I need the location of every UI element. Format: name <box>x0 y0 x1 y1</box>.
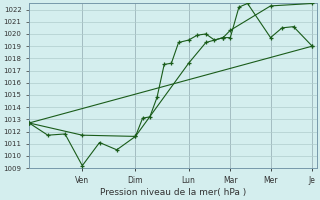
X-axis label: Pression niveau de la mer( hPa ): Pression niveau de la mer( hPa ) <box>100 188 246 197</box>
